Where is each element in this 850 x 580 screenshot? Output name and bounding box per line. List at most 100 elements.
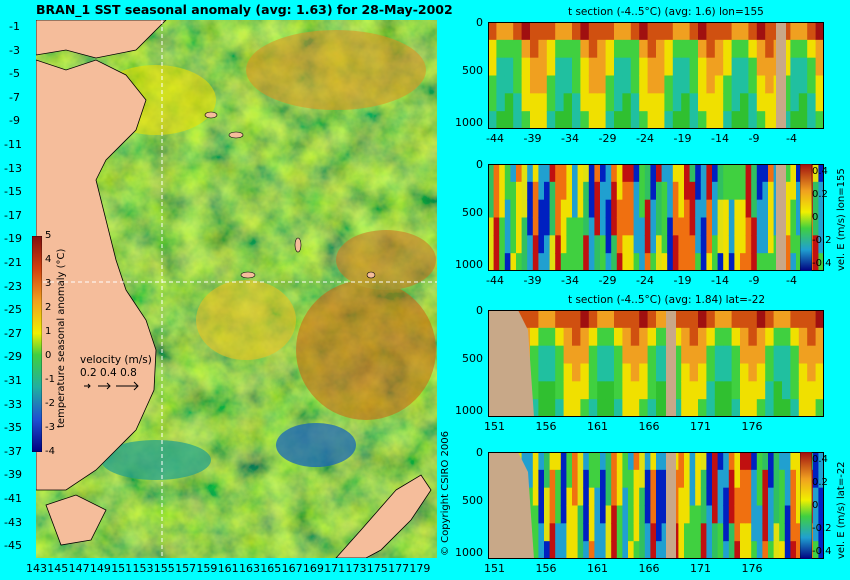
section-x-tick: -19 (673, 132, 692, 145)
section-cell (555, 327, 565, 347)
section-cell (639, 381, 649, 400)
section-cell (807, 93, 817, 112)
section-cell (765, 39, 775, 59)
section-cell (622, 217, 629, 236)
section-cell (656, 487, 663, 507)
section-cell (583, 523, 590, 542)
section-cell (756, 235, 763, 254)
section-cell (493, 217, 500, 236)
section-cell (698, 345, 707, 365)
section-cell (656, 111, 665, 129)
lon-tick-label: 155 (153, 562, 175, 575)
section-cell (622, 487, 629, 507)
section-cell (521, 22, 531, 41)
section-cell (538, 327, 548, 347)
section-cell (622, 363, 632, 382)
section-cell (714, 22, 724, 41)
section-cell (563, 93, 573, 112)
section-cell (488, 111, 497, 129)
section-cell (773, 327, 783, 347)
section-cell (644, 181, 651, 201)
section-cell (588, 199, 595, 219)
section-cell (580, 310, 590, 329)
section-cell (756, 327, 766, 347)
section-cell (616, 452, 623, 471)
section-cell (577, 164, 584, 183)
section-cell (549, 505, 556, 524)
section-cell (572, 541, 579, 559)
section-cell (723, 75, 733, 94)
section-cell (751, 452, 758, 471)
section-cell (689, 541, 696, 559)
section-cell (530, 327, 539, 347)
section-cell (628, 452, 635, 471)
section-cell (630, 75, 640, 94)
section-cell (656, 523, 663, 542)
section-cell (784, 523, 791, 542)
section-cell (560, 253, 567, 271)
section-cell (544, 181, 551, 201)
section-cell (499, 181, 506, 201)
section-cell (734, 253, 741, 271)
section-cell (504, 93, 514, 112)
section-cell (605, 111, 615, 129)
section-cell (633, 452, 640, 471)
section-cell (756, 199, 763, 219)
section-cell (740, 310, 749, 329)
velocity-colorbar-label: vel. E (m/s) lat=-22 (836, 461, 847, 559)
section-cell (572, 381, 581, 400)
section-cell (633, 505, 640, 524)
section-cell (496, 93, 506, 112)
section-cell (555, 75, 565, 94)
section-cell (572, 57, 581, 77)
section-cell (798, 39, 808, 59)
section-cell (661, 217, 668, 236)
section-cell (583, 505, 590, 524)
section-cell (661, 469, 668, 489)
section-cell (488, 39, 497, 59)
velocity-colorbar-label: vel. E (m/s) lon=155 (836, 168, 847, 271)
section-cell (639, 487, 646, 507)
section-cell (756, 39, 766, 59)
section-cell (538, 93, 548, 112)
section-cell (684, 199, 691, 219)
section-cell (672, 93, 682, 112)
section-cell (748, 345, 758, 365)
section-cell (628, 181, 635, 201)
section-cell (560, 235, 567, 254)
section-cell (768, 505, 775, 524)
section-cell (504, 253, 511, 271)
section-cell (782, 93, 791, 112)
section-cell (611, 469, 618, 489)
section-cell (630, 93, 640, 112)
map-warm-patches (96, 30, 436, 420)
section-cell (748, 57, 758, 77)
section-cell (698, 75, 707, 94)
section-cell (600, 469, 607, 489)
section-cell (544, 487, 551, 507)
section-cell (633, 217, 640, 236)
section-cell (796, 217, 803, 236)
section-cell (616, 523, 623, 542)
section-cell (762, 217, 769, 236)
section-cell (616, 235, 623, 254)
section-cell (630, 310, 640, 329)
section-cell (572, 523, 579, 542)
section-panel-3 (488, 452, 824, 559)
section-cell (516, 235, 523, 254)
section-cell (563, 22, 573, 41)
lon-tick-label: 169 (302, 562, 324, 575)
section-cell (818, 217, 824, 236)
section-cell (723, 523, 730, 542)
section-cell (555, 345, 565, 365)
section-cell (731, 381, 741, 400)
section-cell (807, 399, 817, 417)
section-cell (546, 345, 556, 365)
section-cell (566, 487, 573, 507)
section-cell (538, 345, 548, 365)
section-cell (588, 235, 595, 254)
section-cell (538, 57, 548, 77)
section-cell (751, 181, 758, 201)
velocity-legend-arrows (84, 381, 139, 391)
section-cell (782, 381, 791, 400)
